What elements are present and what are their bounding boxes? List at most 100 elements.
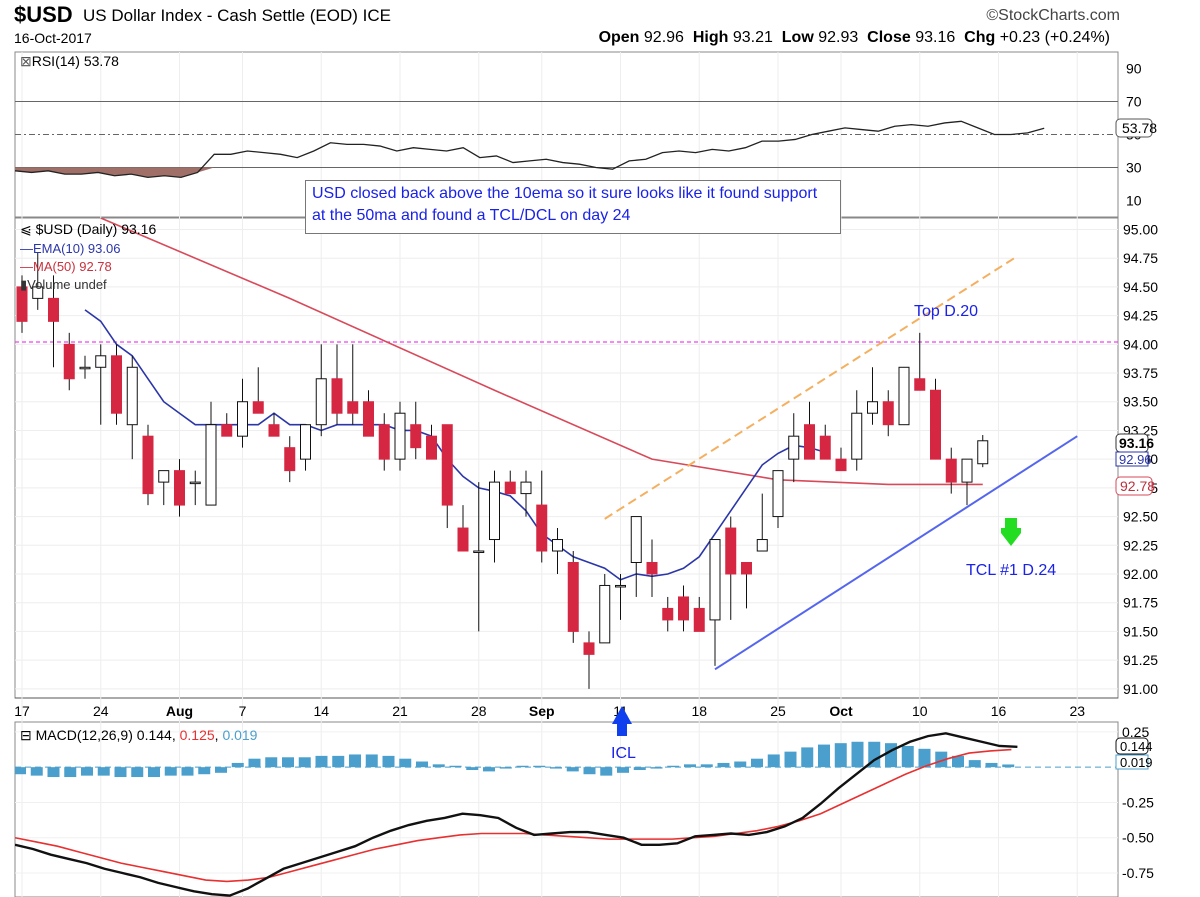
ma-legend-text: MA(50) 92.78 bbox=[33, 259, 112, 274]
instrument-description: US Dollar Index - Cash Settle (EOD) ICE bbox=[83, 6, 391, 25]
candle-body bbox=[315, 378, 327, 426]
candle-body bbox=[646, 561, 658, 575]
rsi-legend: ⊠RSI(14) 53.78 bbox=[20, 53, 119, 70]
candle-body bbox=[158, 470, 170, 483]
macd-histogram-bar bbox=[1002, 764, 1015, 768]
macd-legend-icon: ⊟ bbox=[20, 727, 32, 743]
candle-body bbox=[174, 470, 185, 506]
macd-histogram-bar bbox=[499, 767, 512, 769]
open-label: Open bbox=[598, 29, 640, 46]
candles-legend-icon: ⩿ bbox=[20, 221, 32, 237]
x-tick-label: 18 bbox=[691, 703, 707, 719]
macd-histogram-bar bbox=[767, 754, 780, 768]
macd-legend: ⊟ MACD(12,26,9) 0.144, 0.125, 0.019 bbox=[20, 727, 258, 743]
price-tick-label: 92.25 bbox=[1123, 537, 1158, 553]
candle-body bbox=[630, 516, 642, 563]
macd-histogram-bar bbox=[148, 767, 160, 778]
candle-body bbox=[599, 584, 611, 644]
macd-histogram-bar bbox=[784, 751, 797, 768]
ema-value-tag bbox=[1115, 451, 1149, 467]
macd-histogram-bar bbox=[985, 762, 998, 768]
upper-trend-line bbox=[604, 257, 1015, 520]
macd-histogram-bar bbox=[114, 767, 127, 778]
macd-histogram-bar bbox=[298, 757, 311, 768]
candle-body bbox=[678, 596, 689, 621]
rsi-legend-text: RSI(14) 53.78 bbox=[31, 53, 119, 69]
macd-value-tag bbox=[1115, 737, 1149, 755]
candle-body bbox=[300, 424, 311, 460]
macd-histogram-bar bbox=[834, 743, 847, 768]
macd-histogram-bar bbox=[81, 767, 93, 776]
macd-histogram-bar bbox=[801, 747, 814, 768]
tcl-arrow-stem bbox=[1005, 518, 1017, 530]
macd-histogram-bar bbox=[15, 767, 26, 775]
candle-body bbox=[898, 366, 910, 426]
hist-value-tag-text: 0.019 bbox=[1120, 755, 1153, 770]
candle-body bbox=[961, 458, 973, 483]
lower-trend-line bbox=[714, 435, 1078, 671]
macd-histogram-bar bbox=[566, 767, 579, 772]
macd-histogram-bar bbox=[215, 767, 227, 773]
x-tick-label: Oct bbox=[829, 703, 853, 719]
macd-histogram-bar bbox=[516, 765, 529, 768]
candle-body bbox=[693, 607, 705, 632]
macd-histogram-bar bbox=[901, 745, 914, 768]
x-tick-label: 17 bbox=[14, 703, 30, 719]
macd-histogram-bar bbox=[667, 765, 680, 768]
x-tick-label: 14 bbox=[313, 703, 329, 719]
candle-body bbox=[111, 355, 122, 414]
icl-arrow-icon bbox=[612, 706, 632, 736]
candle-body bbox=[662, 607, 674, 621]
macd-histogram-bar bbox=[97, 767, 110, 776]
macd-histogram-bar bbox=[717, 762, 730, 768]
price-tick-label: 95.00 bbox=[1123, 221, 1158, 237]
candle-body bbox=[426, 435, 437, 460]
rsi-tick-label: 30 bbox=[1126, 160, 1142, 176]
rsi-line bbox=[15, 120, 1045, 179]
macd-value-tag-text: 0.144 bbox=[1120, 739, 1153, 754]
macd-histogram-bar bbox=[349, 754, 361, 768]
macd-histogram-bar bbox=[282, 757, 294, 768]
candle-body bbox=[520, 481, 532, 495]
candle-body bbox=[709, 539, 721, 621]
symbol-title: $USD bbox=[14, 2, 73, 27]
chg-label: Chg bbox=[964, 29, 996, 46]
candle-body bbox=[473, 550, 485, 554]
candle-body bbox=[205, 424, 217, 506]
macd-histogram-bar bbox=[734, 761, 747, 768]
price-tick-label: 93.75 bbox=[1123, 365, 1158, 381]
macd-histogram-bar bbox=[416, 761, 428, 768]
close-value-tag-text: 93.16 bbox=[1119, 435, 1154, 451]
macd-histogram-bar bbox=[466, 767, 479, 770]
macd-histogram-bar bbox=[265, 757, 278, 768]
macd-histogram-bar bbox=[684, 764, 696, 768]
macd-histogram-bar bbox=[952, 755, 964, 768]
rsi-value-tag bbox=[1115, 118, 1153, 138]
price-panel bbox=[14, 217, 1119, 699]
x-tick-label: 28 bbox=[471, 703, 487, 719]
macd-histogram-bar bbox=[198, 767, 211, 775]
candle-body bbox=[867, 401, 878, 414]
macd-line bbox=[15, 732, 1018, 897]
macd-histogram-bar bbox=[30, 767, 43, 776]
candle-body bbox=[142, 435, 154, 495]
macd-tick-label: 0.25 bbox=[1122, 724, 1149, 740]
price-tick-label: 93.50 bbox=[1123, 394, 1158, 410]
macd-histogram-bar bbox=[315, 755, 328, 768]
close-value: 93.16 bbox=[915, 29, 956, 46]
price-tick-label: 94.25 bbox=[1123, 308, 1158, 324]
x-tick-label: 24 bbox=[93, 703, 109, 719]
x-tick-label: 23 bbox=[1069, 703, 1085, 719]
candle-body bbox=[977, 440, 989, 465]
macd-histogram-bar bbox=[968, 760, 981, 768]
high-value: 93.21 bbox=[732, 29, 773, 46]
ma-value-tag-text: 92.78 bbox=[1120, 478, 1155, 494]
chart-date: 16-Oct-2017 bbox=[14, 30, 92, 46]
icl-annotation: ICL bbox=[611, 745, 636, 762]
macd-histogram-bar bbox=[399, 758, 412, 768]
macd-histogram-bar bbox=[248, 758, 261, 768]
price-legend-text: $USD (Daily) 93.16 bbox=[35, 221, 157, 237]
candle-body bbox=[410, 424, 422, 449]
macd-histogram-bar bbox=[868, 741, 881, 768]
price-tick-label: 92.00 bbox=[1123, 566, 1158, 582]
